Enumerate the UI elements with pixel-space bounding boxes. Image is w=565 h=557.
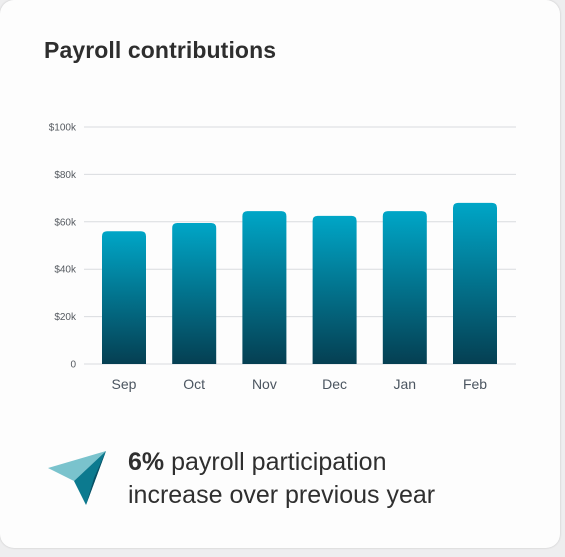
highlight-callout: 6% payroll participation increase over p…: [48, 446, 548, 516]
highlight-line-2: increase over previous year: [128, 481, 436, 509]
highlight-line-1-rest: payroll participation: [164, 448, 387, 476]
x-tick-label: Nov: [252, 376, 277, 392]
card-title: Payroll contributions: [44, 37, 277, 63]
x-tick-label: Oct: [183, 376, 205, 392]
x-tick-label: Sep: [112, 376, 137, 392]
bar-nov: [242, 211, 287, 364]
bar-jan: [382, 211, 427, 364]
y-tick-label: 0: [70, 360, 76, 371]
y-tick-label: $80k: [54, 170, 77, 181]
bar-dec: [312, 215, 357, 364]
bar-chart: 0 $20k $40k $60k $80k $100k Sep Oct Nov Dec Jan Fe…: [49, 123, 516, 392]
gridlines: [84, 126, 516, 365]
x-tick-label: Feb: [463, 376, 487, 392]
x-tick-label: Jan: [394, 376, 417, 392]
y-axis-ticks: 0 $20k $40k $60k $80k $100k: [49, 123, 77, 371]
y-tick-label: $100k: [49, 123, 77, 134]
y-tick-label: $40k: [54, 265, 77, 276]
bar-sep: [102, 231, 146, 364]
bar-feb: [453, 202, 497, 364]
chart-card: Payroll contributions 0 $20k $40k $60k $80k $…: [0, 0, 560, 548]
highlight-text: 6% payroll participation increase over p…: [128, 446, 435, 512]
bars: [102, 202, 497, 364]
bar-oct: [172, 222, 217, 364]
x-tick-label: Dec: [322, 376, 347, 392]
paper-plane-icon: [48, 451, 106, 505]
highlight-value: 6%: [128, 448, 165, 476]
x-axis-ticks: Sep Oct Nov Dec Jan Feb: [112, 376, 488, 392]
highlight-line-1: 6% payroll participation: [128, 446, 435, 479]
y-tick-label: $60k: [54, 217, 77, 228]
y-tick-label: $20k: [54, 312, 77, 323]
